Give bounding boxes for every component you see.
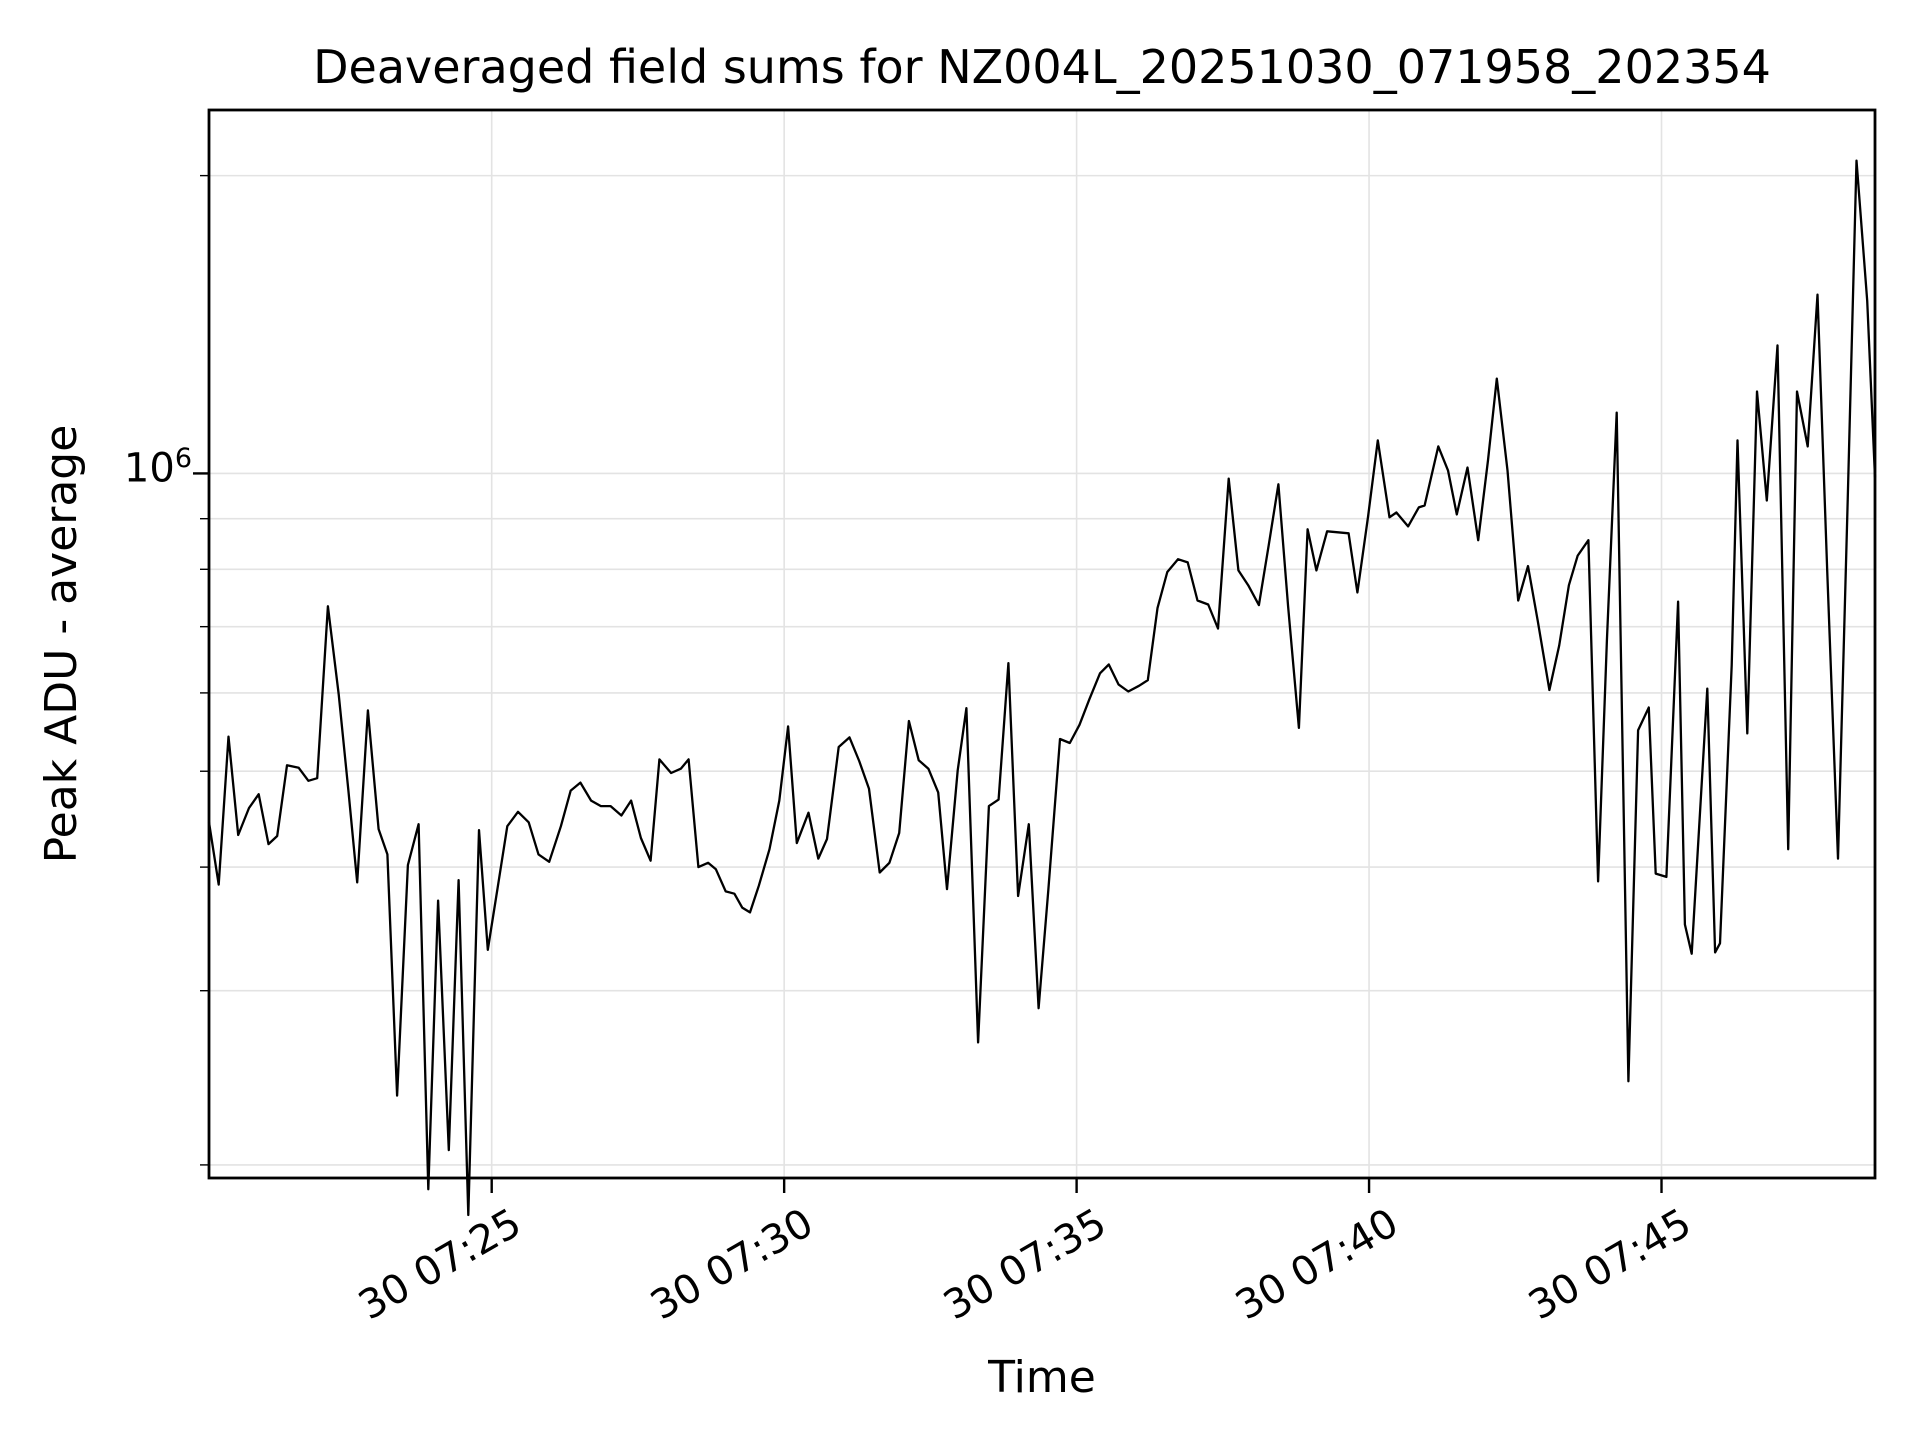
y-tick-exponent: 6 (174, 443, 192, 475)
y-tick-base: 10 (123, 445, 175, 492)
chart-title: Deaveraged field sums for NZ004L_2025103… (313, 40, 1771, 94)
x-axis-label: Time (988, 1352, 1096, 1403)
y-axis-label: Peak ADU - average (36, 424, 87, 864)
y-tick-label: 106 (0, 443, 192, 491)
